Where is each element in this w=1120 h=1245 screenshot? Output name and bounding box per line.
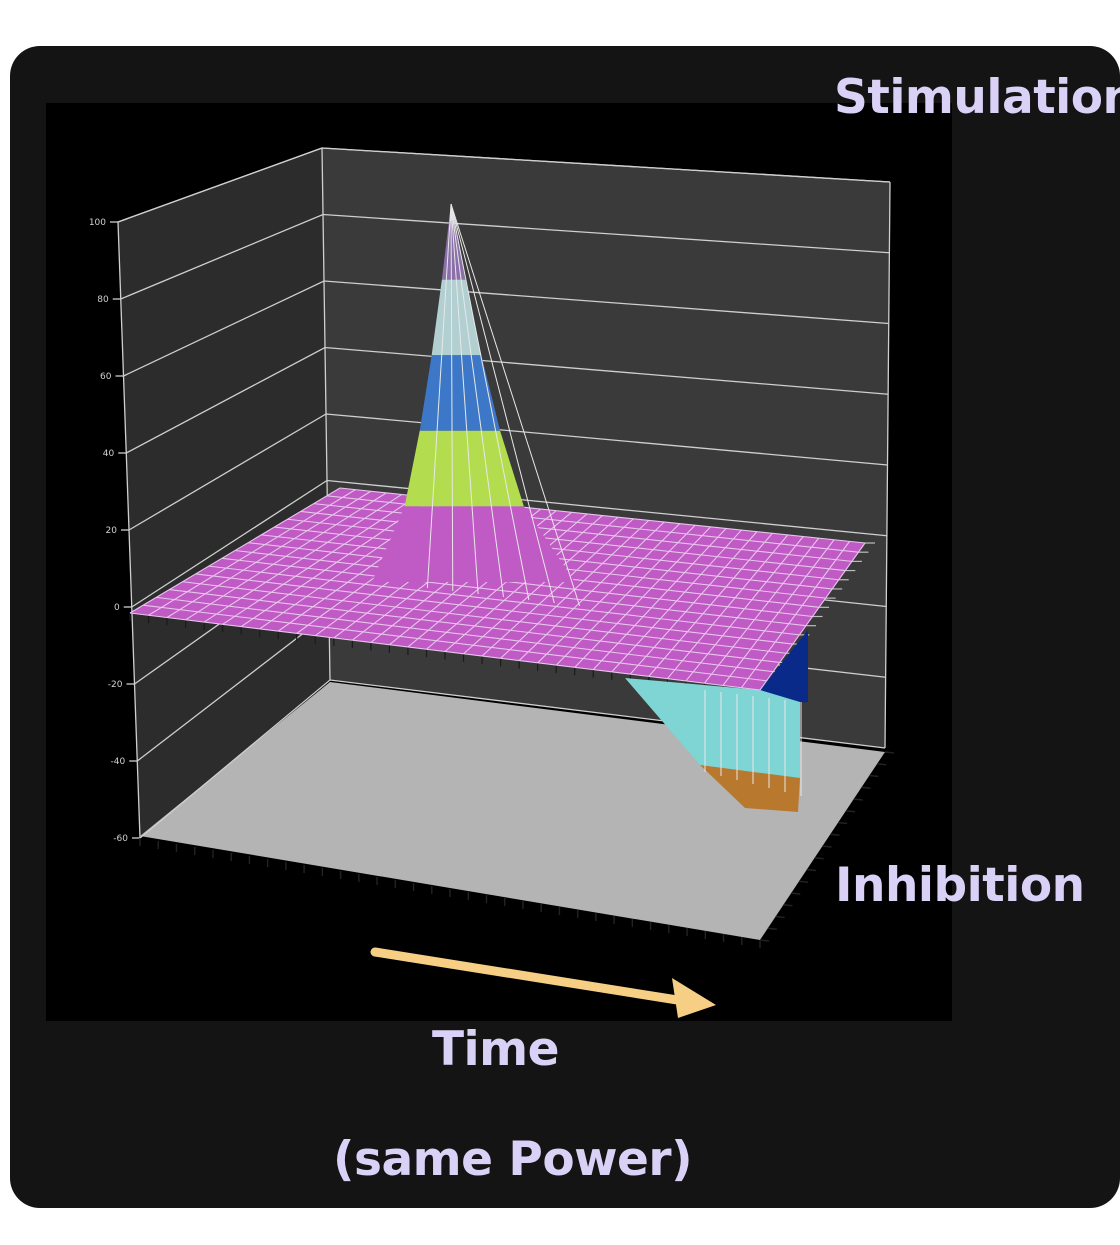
peak-band <box>404 430 524 507</box>
floor-tick <box>798 880 809 883</box>
floor-tick <box>759 939 770 942</box>
inhibition-step-face <box>760 630 808 705</box>
floor-tick <box>861 786 871 789</box>
left-wall <box>118 148 330 838</box>
peak-band <box>419 355 501 431</box>
z-tick-label: -60 <box>113 834 128 844</box>
peak-mesh-line <box>450 203 454 592</box>
time-axis-label: Time <box>432 1022 560 1077</box>
floor-tick <box>877 763 887 766</box>
z-tick-label: 80 <box>97 295 109 305</box>
z-tick-label: 0 <box>114 603 120 613</box>
peak-mesh-line <box>450 203 479 595</box>
floor-tick <box>830 833 840 836</box>
mesh-line <box>195 573 793 645</box>
floor-tick <box>806 868 816 872</box>
floor-tick <box>884 751 895 754</box>
right-arrow-icon <box>370 947 716 1018</box>
peak-band <box>372 506 575 582</box>
floor-tick <box>791 892 801 895</box>
mesh-line <box>234 549 813 618</box>
floor-tick <box>814 857 824 860</box>
floor-tick <box>767 927 777 930</box>
surface-mesh <box>129 487 866 691</box>
peak-mesh-line <box>450 203 530 601</box>
inhibition-trough-orange <box>700 765 800 812</box>
floor-tick <box>845 810 856 813</box>
floor-tick <box>853 798 863 801</box>
z-tick-label: -40 <box>111 757 126 767</box>
mesh-line <box>129 612 761 691</box>
z-axis-tick-labels: 100 80 60 40 20 0 -20 -40 -60 <box>89 218 140 844</box>
z-tick-label: 40 <box>103 449 115 459</box>
inhibition-label: Inhibition <box>835 858 1085 913</box>
floor-tick <box>869 774 879 778</box>
mesh-line <box>208 565 800 636</box>
peak-mesh-line <box>450 203 504 598</box>
peak-mesh-line <box>450 203 555 604</box>
wall-edge <box>884 181 891 749</box>
stimulation-peak <box>372 203 581 607</box>
z-tick-label: 20 <box>106 526 118 536</box>
mesh-line <box>182 581 787 654</box>
mesh-line <box>169 589 780 663</box>
peak-mesh-line <box>426 203 452 589</box>
wall-edge <box>321 147 891 183</box>
same-power-label: (same Power) <box>333 1132 693 1187</box>
peak-mesh-line <box>450 203 581 607</box>
mesh-line <box>287 518 839 581</box>
floor-tick <box>775 915 785 919</box>
floor-tick <box>838 821 848 825</box>
z-tick-label: 60 <box>100 372 112 382</box>
stimulation-label: Stimulation <box>834 70 1120 125</box>
z-tick-label: 100 <box>89 218 106 228</box>
wall-edge <box>117 147 323 223</box>
mesh-line <box>143 604 767 682</box>
floor-tick <box>822 845 832 848</box>
mesh-line <box>156 596 774 673</box>
floor-tick <box>783 904 793 907</box>
inhibition-trough-cyan <box>625 678 800 778</box>
mesh-line <box>300 510 846 572</box>
mesh-line <box>221 557 807 627</box>
trough-mesh-lines <box>704 690 802 796</box>
z-tick-label: -20 <box>108 680 123 690</box>
